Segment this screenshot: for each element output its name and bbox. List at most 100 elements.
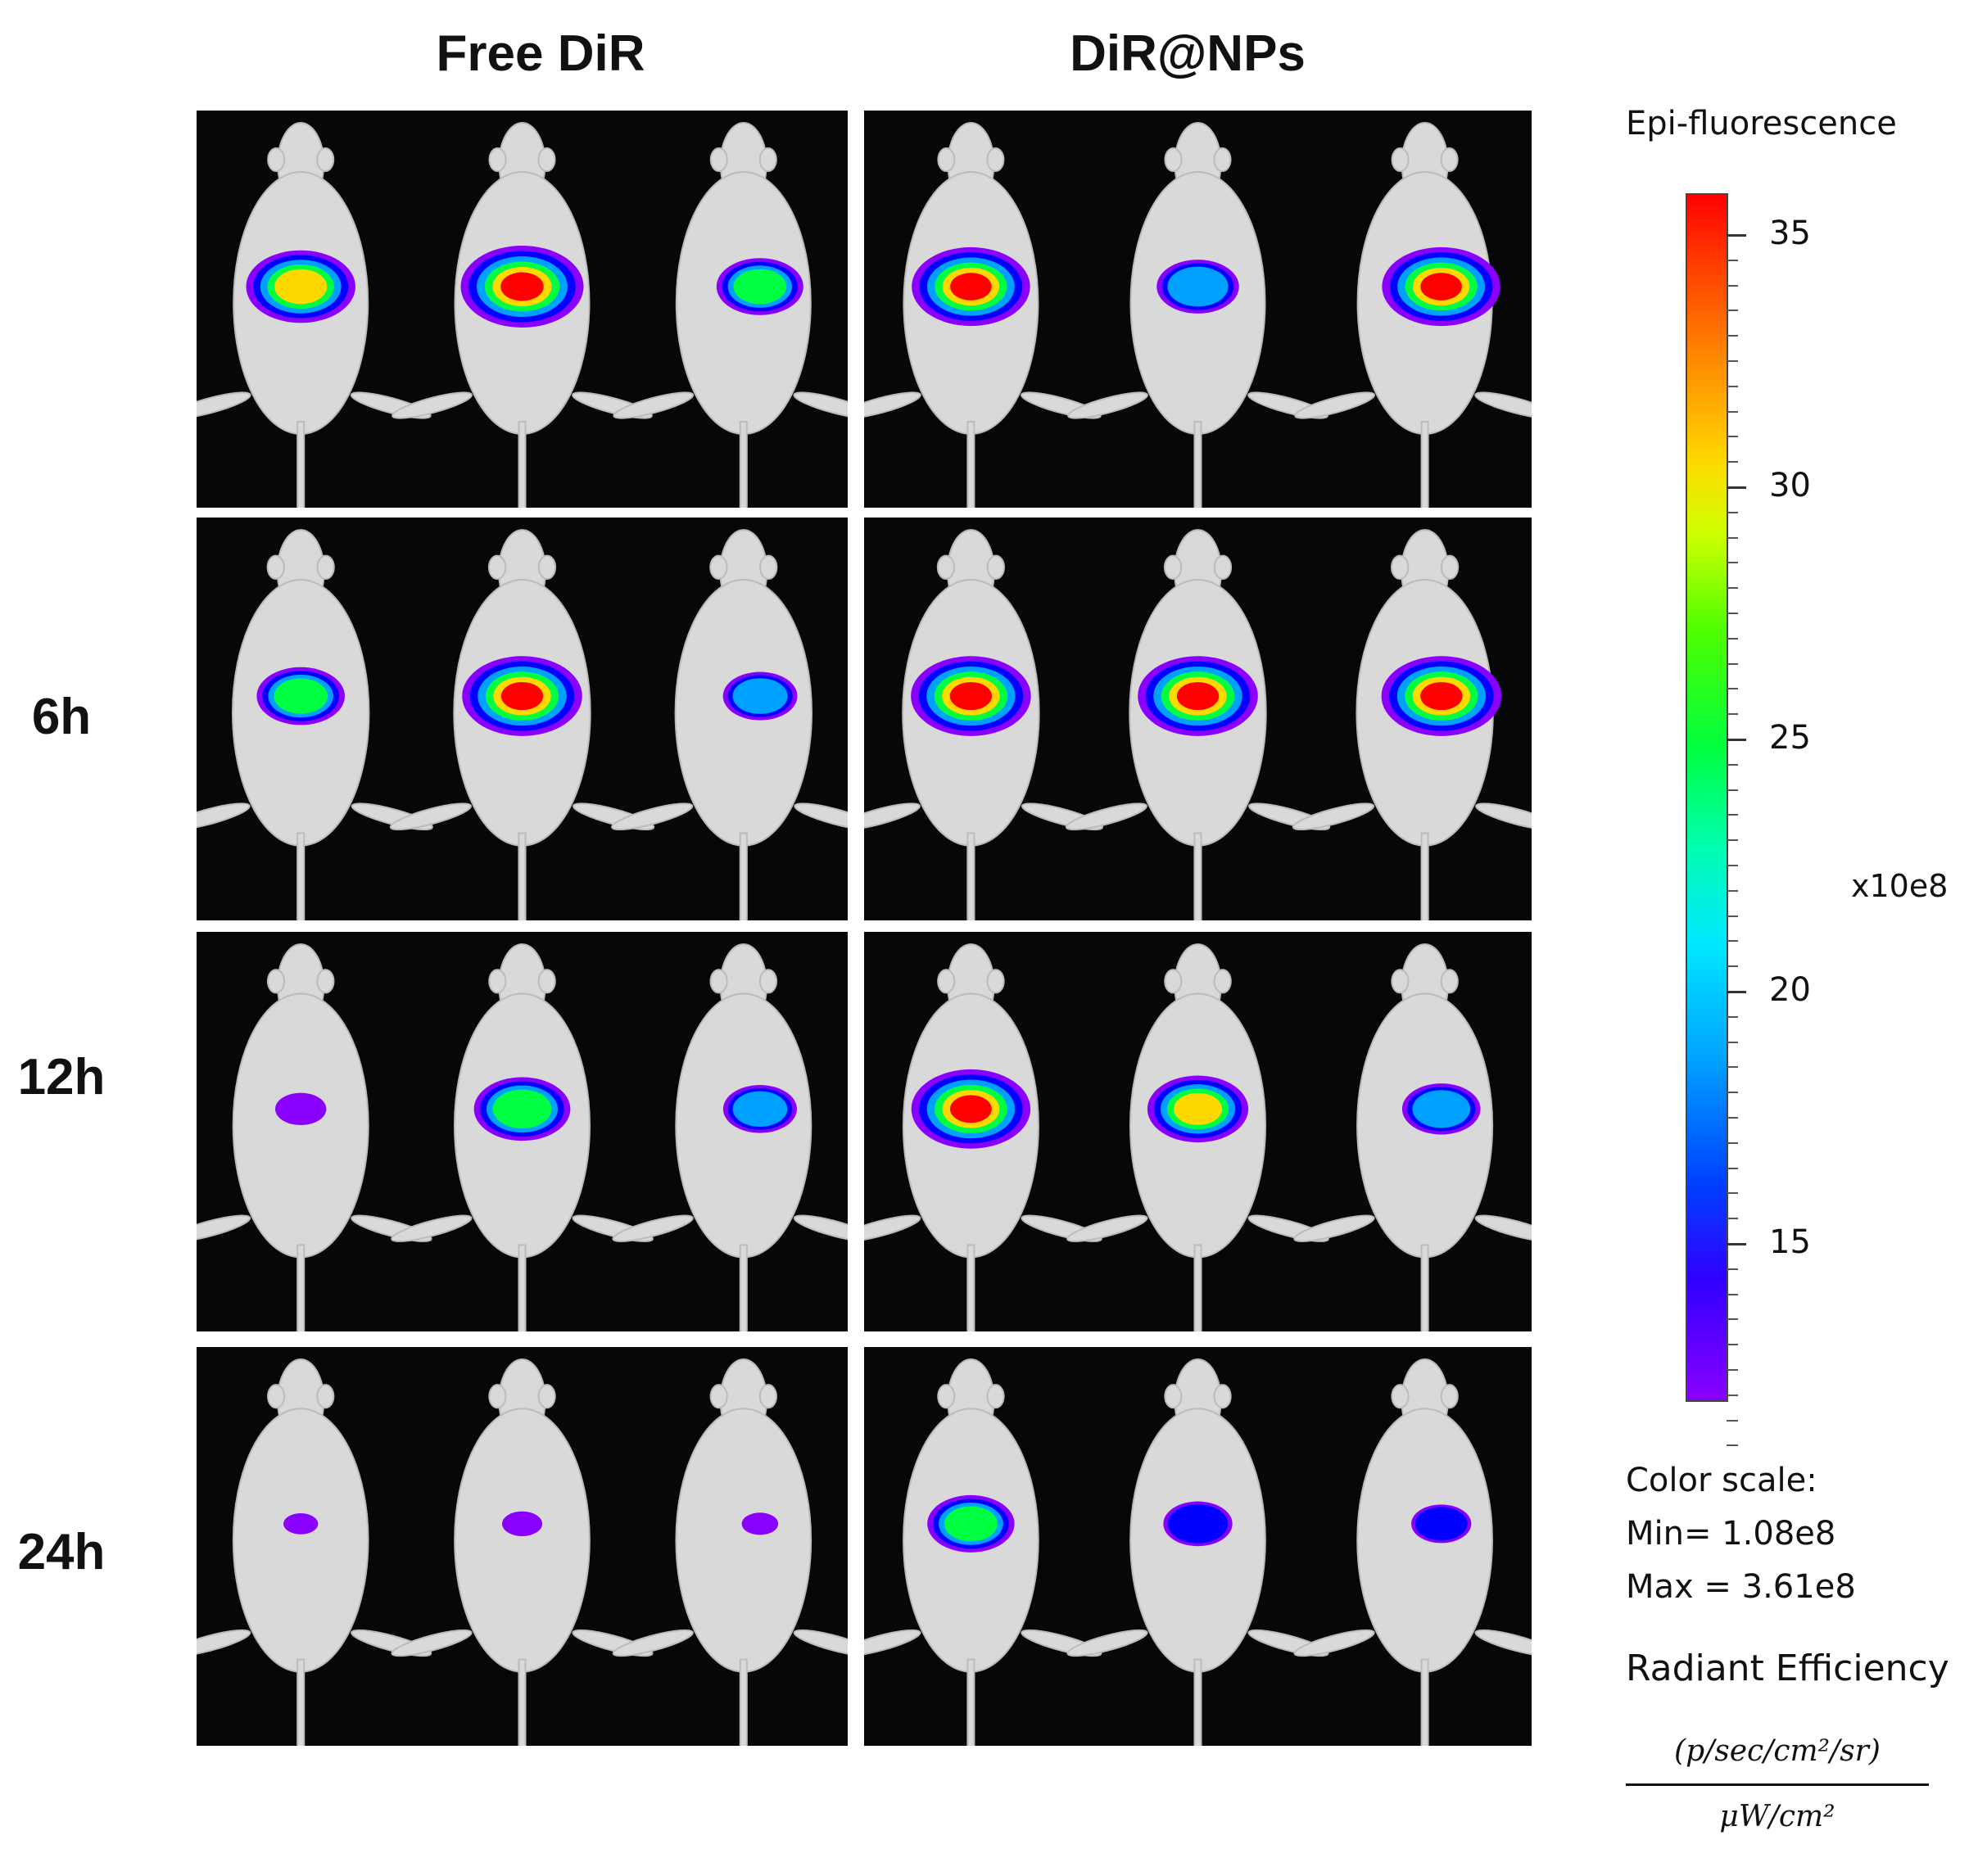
imaging-panel [197, 1347, 848, 1746]
tick-label-25: 25 [1769, 719, 1811, 757]
minor-tick [1727, 587, 1738, 590]
fluorescence-signal [1176, 681, 1220, 711]
fluorescence-signal [949, 681, 993, 711]
fluorescence-signal [500, 272, 544, 301]
mouse-figure [391, 1358, 654, 1746]
major-tick [1727, 486, 1746, 489]
fluorescence-signal [1420, 273, 1462, 301]
minor-tick [1727, 1092, 1738, 1094]
imaging-panel [864, 518, 1532, 920]
mouse-figure [612, 943, 848, 1331]
minor-tick [1727, 385, 1738, 387]
minor-tick [1727, 536, 1738, 539]
tick-label-30: 30 [1769, 467, 1811, 504]
scale-multiplier: x10e8 [1851, 868, 1949, 904]
minor-tick [1727, 1419, 1738, 1422]
minor-tick [1727, 839, 1738, 842]
major-tick [1727, 1243, 1746, 1245]
mouse-figure [612, 1358, 848, 1746]
tick-label-35: 35 [1769, 215, 1811, 252]
fluorescence-signal [1412, 1090, 1471, 1128]
legend-title: Epi-fluorescence [1626, 105, 1897, 142]
imaging-panel [197, 932, 848, 1331]
fluorescence-signal [949, 1095, 992, 1123]
minor-tick [1727, 1444, 1738, 1447]
minor-tick [1727, 436, 1738, 438]
minor-tick [1727, 1041, 1738, 1043]
minor-tick [1727, 940, 1738, 943]
row-label-6h: 6h [31, 689, 92, 745]
minor-tick [1727, 335, 1738, 337]
fluorescence-signal [1167, 266, 1229, 307]
fluorescence-signal [283, 1513, 319, 1535]
major-tick [1727, 234, 1746, 237]
imaging-panel [197, 518, 848, 920]
minor-tick [1727, 562, 1738, 564]
minor-tick [1727, 814, 1738, 816]
mouse-figure [1293, 943, 1532, 1331]
mouse-figure [864, 122, 1102, 508]
minor-tick [1727, 763, 1738, 766]
mouse-figure [1292, 529, 1532, 920]
row-label-24h: 24h [17, 1524, 106, 1580]
minor-tick [1727, 1344, 1738, 1346]
imaging-panel [864, 1347, 1532, 1746]
minor-tick [1727, 613, 1738, 614]
mouse-figure [197, 529, 433, 920]
mouse-figure [389, 529, 655, 920]
minor-tick [1727, 713, 1738, 716]
mouse-figure [613, 122, 848, 508]
minor-tick [1727, 915, 1738, 917]
minor-tick [1727, 1218, 1738, 1220]
minor-tick [1727, 865, 1738, 866]
imaging-panel [197, 111, 848, 508]
fluorescence-signal [275, 1092, 327, 1126]
major-tick [1727, 991, 1746, 993]
mouse-figure [1066, 943, 1329, 1331]
minor-tick [1727, 637, 1738, 640]
mouse-figure [197, 1358, 432, 1746]
quantity-label: Radiant Efficiency [1626, 1648, 1949, 1689]
tick-label-20: 20 [1769, 971, 1811, 1009]
column-header-free-dir: Free DiR [436, 25, 645, 82]
mouse-figure [1065, 529, 1331, 920]
column-header-dir-nps: DiR@NPs [1070, 25, 1306, 82]
minor-tick [1727, 662, 1738, 665]
minor-tick [1727, 310, 1738, 312]
minor-tick [1727, 1141, 1738, 1144]
fluorescence-signal [274, 678, 328, 714]
imaging-panel [864, 111, 1532, 508]
minor-tick [1727, 461, 1738, 463]
minor-tick [1727, 965, 1738, 968]
minor-tick [1727, 1268, 1738, 1270]
fluorescence-signal [274, 269, 328, 305]
minor-tick [1727, 259, 1738, 261]
minor-tick [1727, 889, 1738, 892]
unit-numerator: (p/sec/cm²/sr) [1674, 1734, 1881, 1768]
minor-tick [1727, 1394, 1738, 1396]
mouse-figure [1067, 122, 1328, 508]
minor-tick [1727, 511, 1738, 513]
mouse-figure [611, 529, 848, 920]
mouse-figure [864, 943, 1102, 1331]
fluorescence-signal [950, 273, 992, 301]
minor-tick [1727, 1066, 1738, 1069]
color-scale-bar [1686, 193, 1728, 1402]
color-scale-min: Min= 1.08e8 [1626, 1515, 1836, 1553]
fluorescence-signal [1167, 1504, 1229, 1544]
minor-tick [1727, 1369, 1738, 1371]
mouse-figure [1066, 1358, 1329, 1746]
fluorescence-signal [501, 1511, 543, 1536]
fluorescence-signal [500, 681, 544, 711]
minor-tick [1727, 1117, 1738, 1119]
fluorescence-signal [944, 1506, 998, 1542]
minor-tick [1727, 1015, 1738, 1018]
fluorescence-signal [741, 1512, 779, 1535]
minor-tick [1727, 1192, 1738, 1195]
mouse-figure [1294, 122, 1532, 508]
color-scale-max: Max = 3.61e8 [1626, 1568, 1856, 1606]
minor-tick [1727, 789, 1738, 791]
row-label-12h: 12h [17, 1049, 106, 1105]
fluorescence-signal [1420, 681, 1463, 711]
mouse-figure [392, 122, 653, 508]
